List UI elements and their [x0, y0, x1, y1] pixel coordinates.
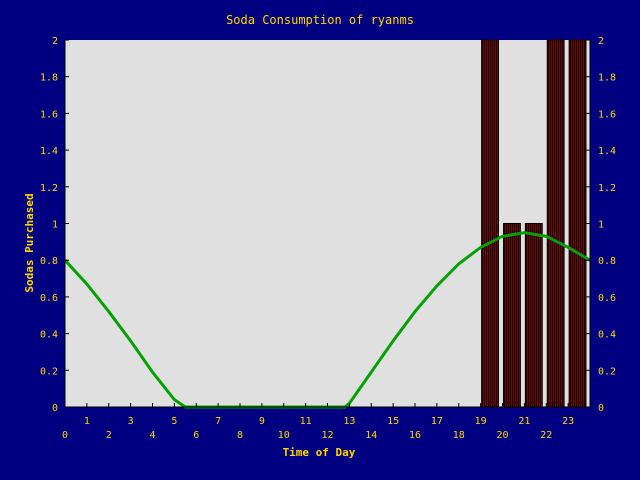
x-axis-label: Time of Day [283, 446, 356, 459]
bar-hour-20 [503, 223, 521, 408]
x-tick-label: 22 [540, 430, 552, 441]
x-tick-label: 10 [278, 430, 290, 441]
y-tick-label-left: 1 [52, 220, 58, 231]
y-tick-label-left: 1.2 [40, 183, 58, 194]
y-tick-label-left: 1.4 [40, 146, 58, 157]
x-tick-label: 2 [106, 430, 112, 441]
y-tick-label-right: 1.4 [598, 146, 616, 157]
y-tick-label-right: 0.4 [598, 330, 616, 341]
chart-title: Soda Consumption of ryanms [226, 13, 414, 27]
x-tick-label: 14 [365, 430, 377, 441]
y-tick-label-right: 0 [598, 403, 604, 414]
x-tick-label: 18 [453, 430, 465, 441]
bars-layer [481, 39, 587, 408]
y-axis-label: Sodas Purchased [23, 193, 36, 292]
y-tick-label-left: 2 [52, 36, 58, 47]
x-tick-label: 21 [518, 416, 530, 427]
x-tick-label: 9 [259, 416, 265, 427]
x-tick-label: 0 [62, 430, 68, 441]
y-tick-label-right: 1.8 [598, 73, 616, 84]
y-tick-label-right: 0.2 [598, 366, 616, 377]
y-tick-label-left: 0.8 [40, 256, 58, 267]
bar-hour-21 [524, 223, 543, 408]
ticks-layer: 0 00.2 0.20.4 0.40.6 0.60.8 0.81 11.2 1.21.4 1.4… [40, 36, 616, 441]
x-tick-label: 7 [215, 416, 221, 427]
y-tick-label-right: 1.6 [598, 109, 616, 120]
x-tick-label: 5 [171, 416, 177, 427]
y-tick-label-left: 0.4 [40, 330, 58, 341]
y-tick-label-right: 1.2 [598, 183, 616, 194]
x-tick-label: 16 [409, 430, 421, 441]
x-tick-label: 11 [300, 416, 312, 427]
y-tick-label-right: 0.8 [598, 256, 616, 267]
x-tick-label: 6 [193, 430, 199, 441]
y-tick-label-left: 1.8 [40, 73, 58, 84]
y-tick-label-right: 2 [598, 36, 604, 47]
x-tick-label: 12 [321, 430, 333, 441]
x-tick-label: 1 [84, 416, 90, 427]
x-tick-label: 19 [475, 416, 487, 427]
y-tick-label-left: 0.6 [40, 293, 58, 304]
x-tick-label: 20 [496, 430, 508, 441]
plot-area [65, 40, 590, 407]
y-tick-label-left: 0.2 [40, 366, 58, 377]
y-tick-label-left: 0 [52, 403, 58, 414]
y-tick-label-right: 0.6 [598, 293, 616, 304]
x-tick-label: 17 [431, 416, 443, 427]
x-tick-label: 4 [149, 430, 155, 441]
y-tick-label-right: 1 [598, 220, 604, 231]
y-tick-label-left: 1.6 [40, 109, 58, 120]
x-tick-label: 3 [128, 416, 134, 427]
trend-line [63, 231, 591, 409]
x-tick-label: 8 [237, 430, 243, 441]
x-tick-label: 23 [562, 416, 574, 427]
x-tick-label: 15 [387, 416, 399, 427]
bar-hour-19 [481, 39, 499, 408]
x-tick-label: 13 [343, 416, 355, 427]
bar-hour-22 [546, 39, 565, 408]
bar-hour-23 [568, 39, 587, 408]
